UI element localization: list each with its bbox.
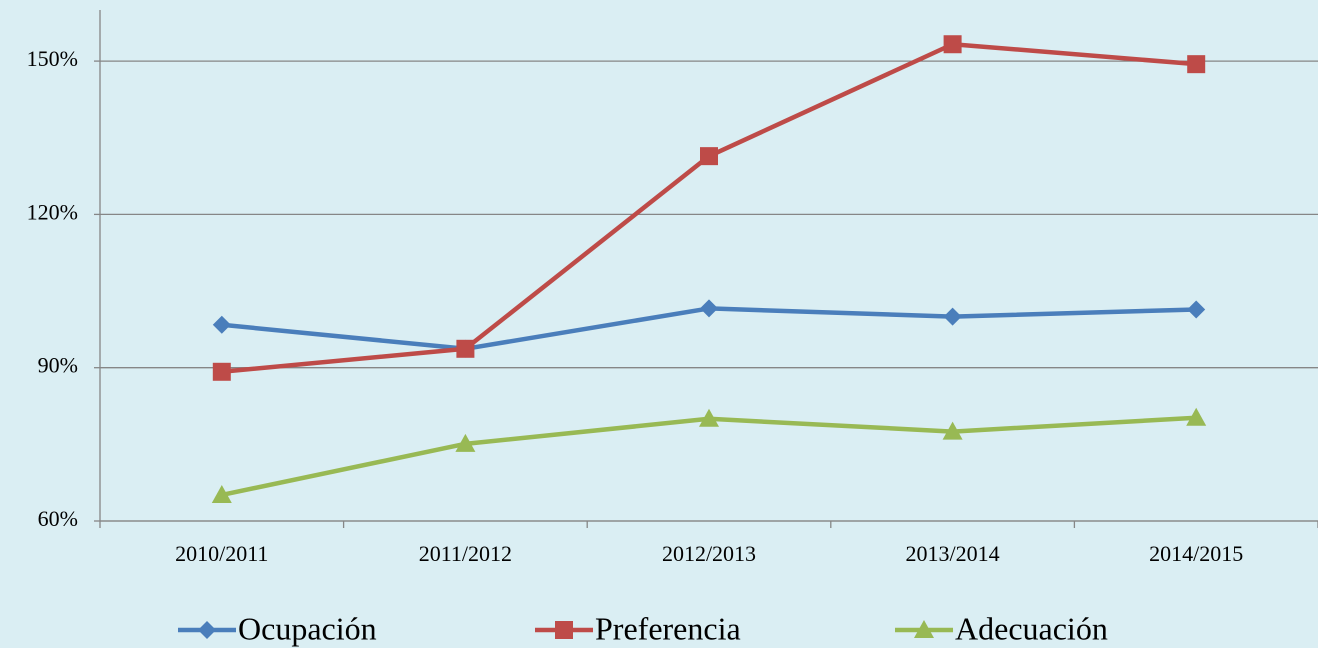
marker (198, 621, 216, 639)
marker (455, 433, 476, 452)
legend-label: Preferencia (595, 610, 741, 646)
marker (700, 299, 718, 318)
y-tick-label: 120% (27, 199, 78, 224)
legend-label: Ocupación (238, 610, 377, 646)
x-tick-label: 2012/2013 (662, 541, 756, 566)
series-line (221, 41, 1197, 375)
marker (1187, 55, 1206, 74)
marker (1186, 407, 1207, 426)
marker (943, 307, 962, 326)
marker (700, 147, 718, 166)
marker (942, 421, 963, 440)
y-tick-label: 90% (38, 353, 78, 378)
legend-label: Adecuación (955, 610, 1108, 646)
marker (212, 315, 231, 334)
y-tick-label: 150% (27, 46, 78, 71)
series-line (221, 415, 1197, 498)
marker (943, 35, 962, 54)
x-tick-label: 2010/2011 (175, 541, 268, 566)
marker (212, 362, 231, 381)
x-tick-label: 2013/2014 (906, 541, 1000, 566)
x-tick-label: 2014/2015 (1149, 541, 1243, 566)
marker (211, 484, 232, 503)
marker (914, 620, 934, 638)
marker (699, 408, 719, 427)
marker (456, 339, 475, 358)
marker (555, 621, 573, 639)
x-tick-label: 2011/2012 (419, 541, 512, 566)
marker (1187, 300, 1206, 319)
y-tick-label: 60% (38, 506, 78, 531)
